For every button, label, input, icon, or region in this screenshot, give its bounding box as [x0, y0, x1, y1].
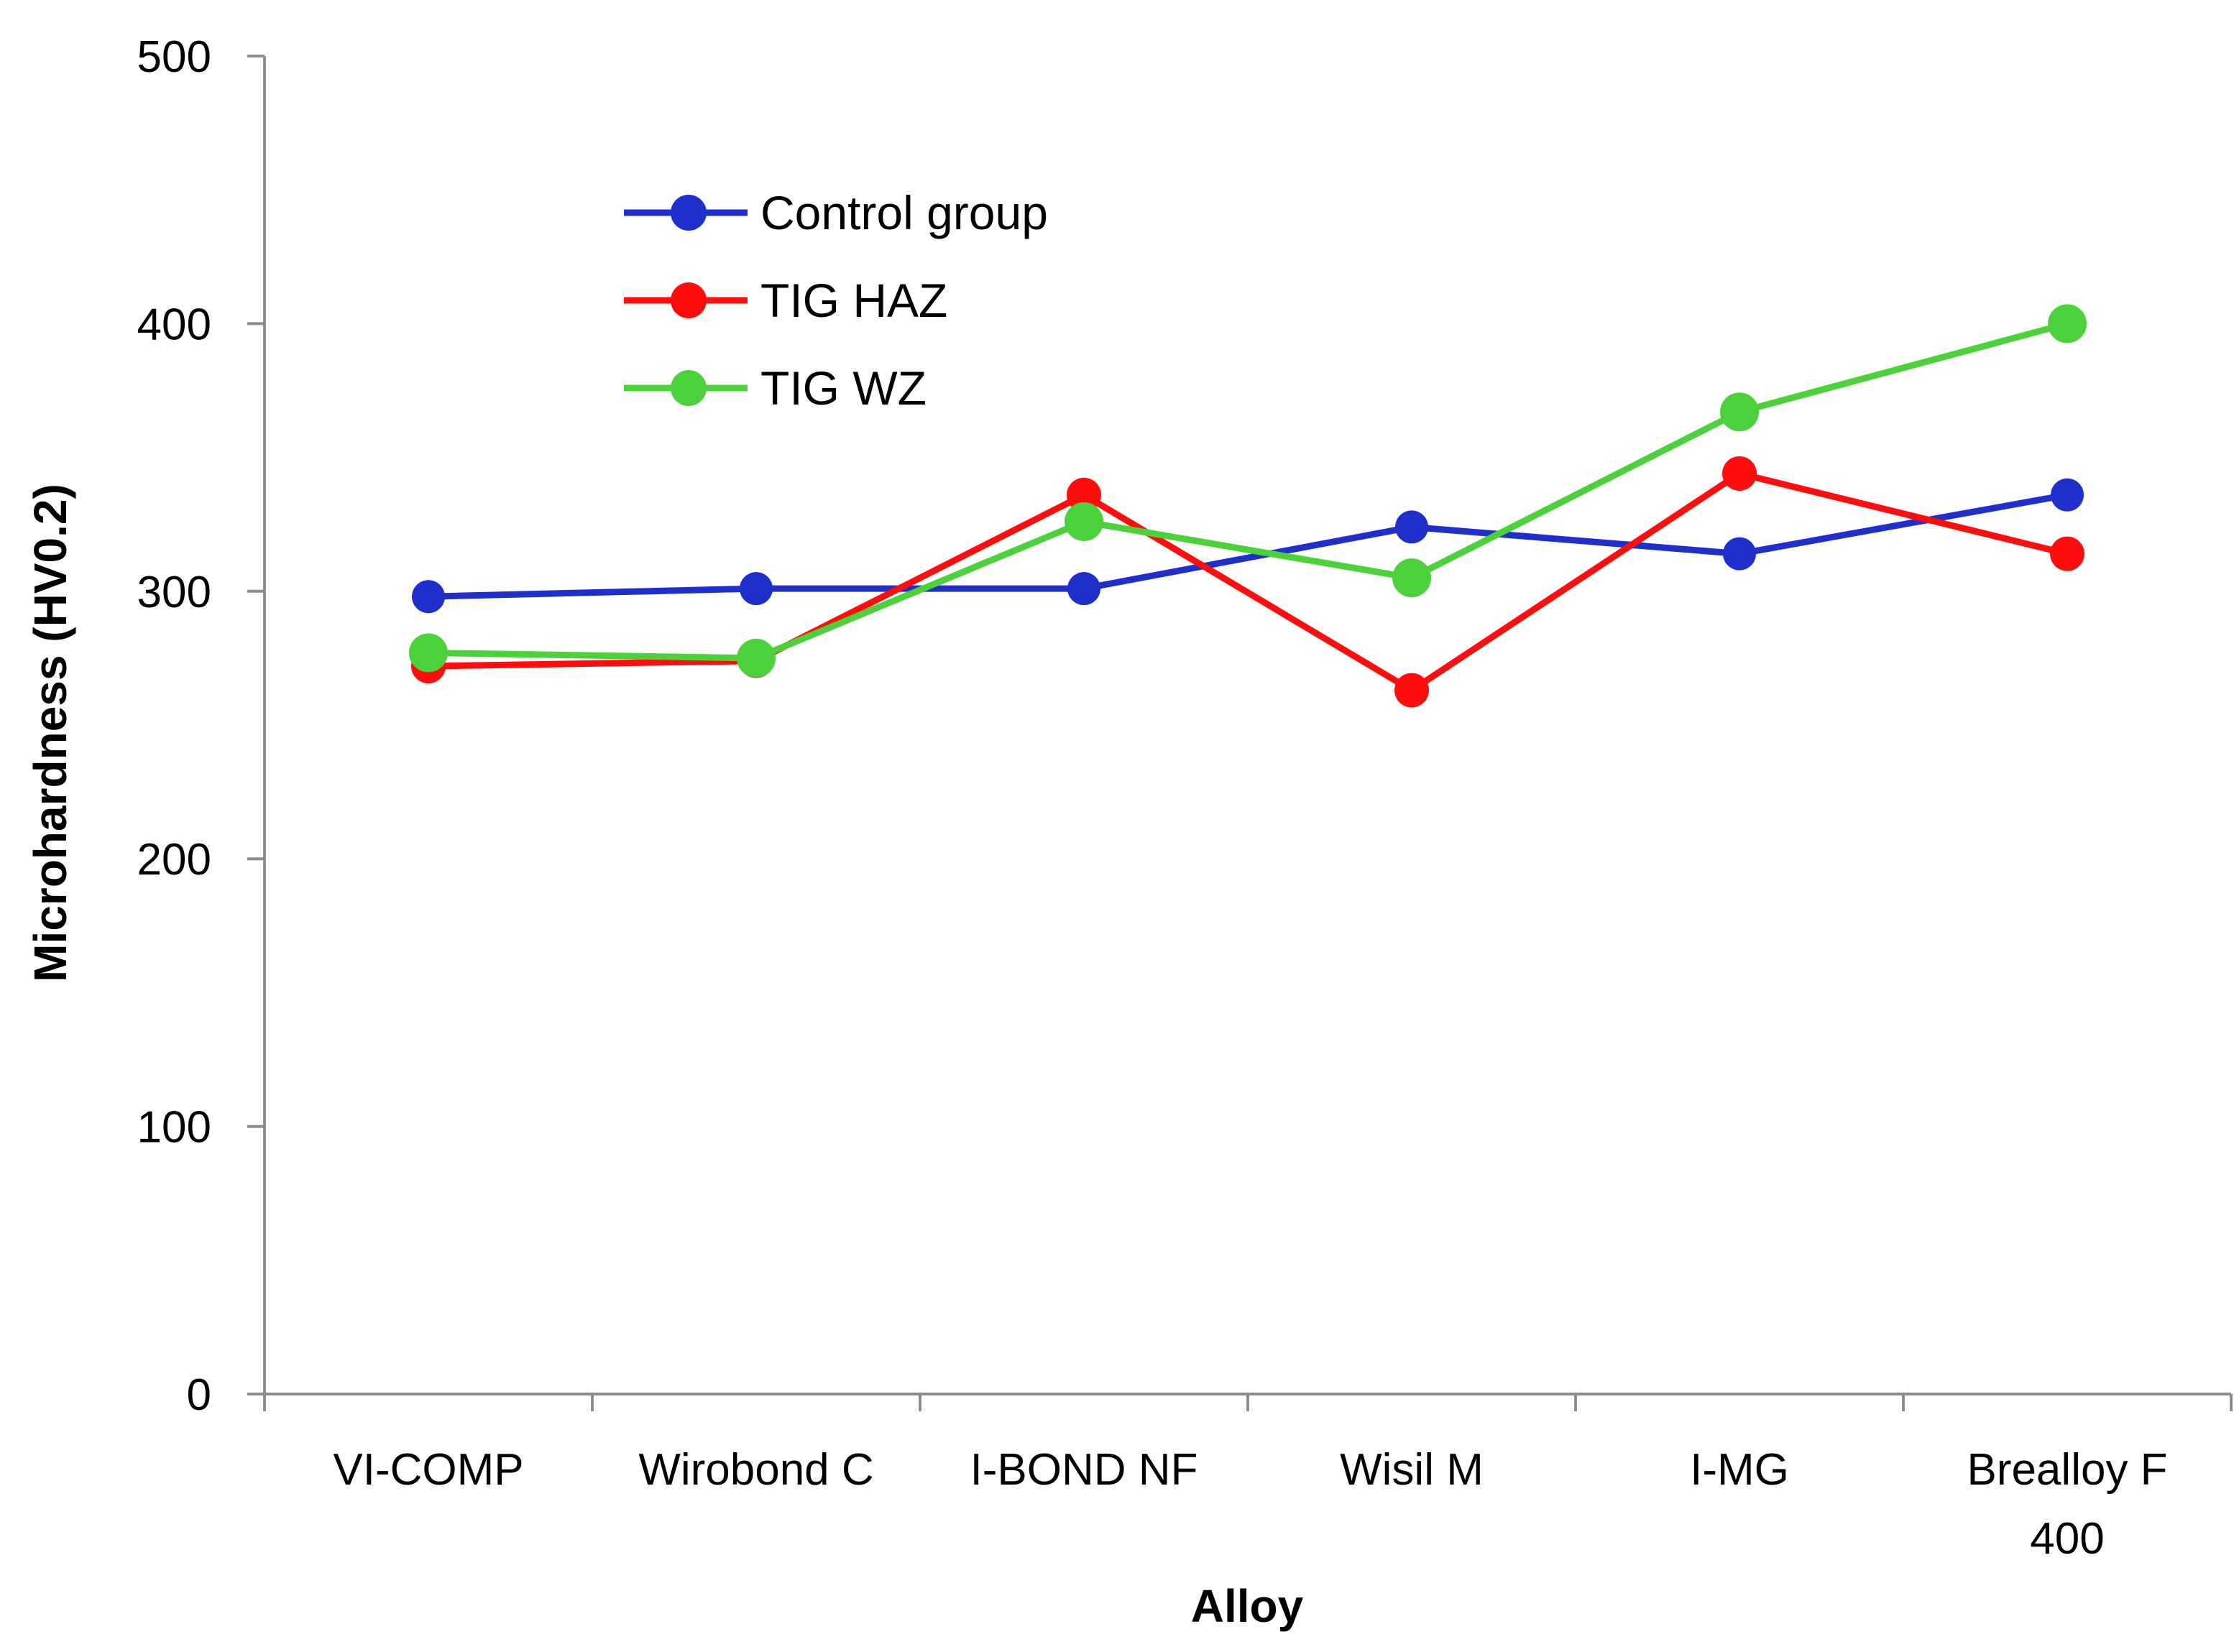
y-tick-label: 300: [137, 568, 211, 617]
series-control-group: [412, 478, 2084, 614]
y-axis-title: Microhardness (HV0.2): [24, 484, 76, 982]
data-point: [2051, 478, 2084, 512]
x-tick-label: Wisil M: [1340, 1445, 1484, 1495]
x-tick-label-line: I-MG: [1690, 1445, 1789, 1495]
data-point: [1392, 558, 1431, 598]
data-point: [412, 580, 445, 614]
legend-label: Control group: [760, 186, 1048, 239]
legend-marker: [671, 195, 707, 231]
x-tick-label-line: Wirobond C: [638, 1445, 873, 1495]
legend-marker: [671, 282, 707, 318]
data-point: [1723, 537, 1756, 571]
x-axis-title: Alloy: [1191, 1580, 1304, 1632]
y-tick-label: 400: [137, 300, 211, 349]
data-point: [1067, 572, 1100, 606]
series-line: [428, 492, 2068, 600]
x-tick-label-line: I-BOND NF: [970, 1445, 1198, 1495]
x-tick-label-line: 400: [2030, 1514, 2104, 1564]
data-point: [2050, 536, 2084, 571]
x-tick-label: VI-COMP: [333, 1445, 523, 1495]
data-point: [409, 633, 448, 673]
data-point: [1394, 673, 1429, 708]
data-point: [1720, 392, 1759, 432]
series-line: [428, 470, 2069, 694]
x-tick-label: Brealloy F 400: [1967, 1445, 2167, 1564]
data-point: [1722, 456, 1757, 491]
data-point: [737, 638, 776, 678]
x-tick-label: Wirobond C: [638, 1445, 873, 1495]
y-tick-label: 500: [137, 32, 211, 82]
axes: 0 100 200 300 400 500 VI-COMP Wirobond C I-BOND …: [137, 32, 2233, 1564]
y-tick-label: 200: [137, 835, 211, 885]
series-tig-wz: [409, 304, 2087, 678]
x-tick-label: I-BOND NF: [970, 1445, 1198, 1495]
x-tick-label-line: VI-COMP: [333, 1445, 523, 1495]
data-point: [2048, 304, 2087, 343]
series-tig-haz: [411, 456, 2084, 708]
legend-marker: [671, 370, 707, 406]
legend-label: TIG WZ: [760, 361, 927, 415]
x-tick-label-line: Wisil M: [1340, 1445, 1484, 1495]
series-line: [428, 320, 2069, 662]
legend-label: TIG HAZ: [760, 274, 947, 327]
data-point: [1395, 510, 1428, 544]
x-tick-label-line: Brealloy F: [1967, 1445, 2167, 1495]
series-layer: [409, 304, 2087, 708]
y-tick-label: 0: [187, 1370, 211, 1420]
data-point: [1067, 477, 1101, 512]
legend-item: TIG HAZ: [624, 274, 947, 327]
data-point: [740, 572, 773, 606]
legend-item: TIG WZ: [624, 361, 927, 415]
data-point: [1065, 502, 1103, 541]
x-tick-label: I-MG: [1690, 1445, 1789, 1495]
legend: Control group TIG HAZ TIG WZ: [624, 186, 1048, 415]
legend-item: Control group: [624, 186, 1048, 239]
y-tick-label: 100: [137, 1103, 211, 1153]
